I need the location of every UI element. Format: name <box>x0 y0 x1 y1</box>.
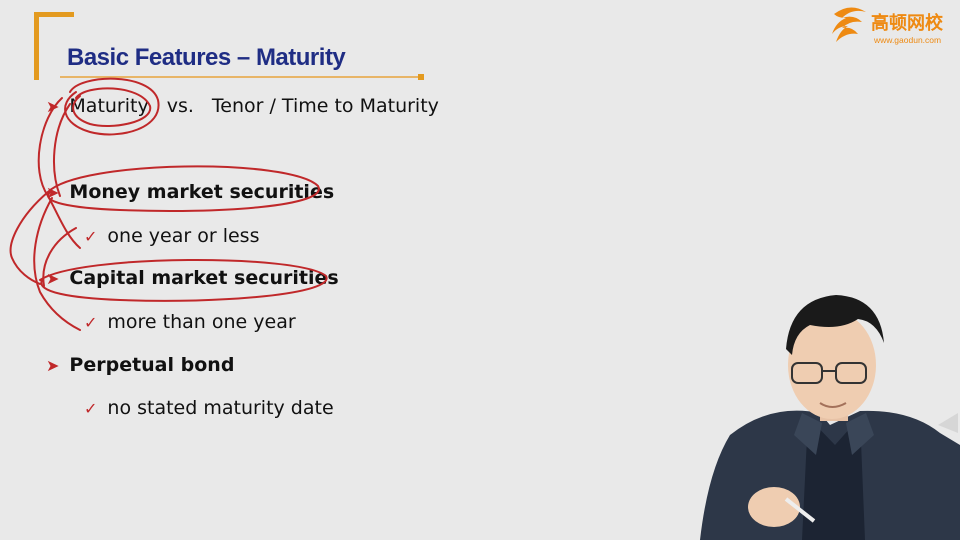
gaodun-logo: 高顿网校 www.gaodun.com <box>828 4 956 46</box>
check-bullet-icon: ✓ <box>84 312 98 332</box>
sub-bullet-more-than-one-year: ✓ more than one year <box>84 311 296 333</box>
title-corner-bracket <box>34 12 74 80</box>
bullet-text: Capital market securities <box>69 267 339 289</box>
sub-bullet-one-year-or-less: ✓ one year or less <box>84 225 259 247</box>
annotation-bracket-outer <box>37 97 81 249</box>
bullet-text: one year or less <box>107 225 260 247</box>
bullet-perpetual-bond: ➤ Perpetual bond <box>46 354 234 376</box>
annotation-circle-maturity <box>64 77 160 136</box>
annotation-bracket-left-2 <box>33 197 81 331</box>
bullet-text: Perpetual bond <box>69 354 235 376</box>
annotation-circle-maturity-inner <box>72 87 152 127</box>
annotation-bracket-left <box>9 191 49 285</box>
slide-title: Basic Features – Maturity <box>67 44 346 71</box>
logo-url: www.gaodun.com <box>874 35 942 45</box>
bullet-text: Maturity <box>69 95 149 117</box>
bullet-text: vs. <box>166 95 194 117</box>
bullet-text: Money market securities <box>69 181 335 203</box>
arrow-bullet-icon: ➤ <box>46 96 60 116</box>
check-bullet-icon: ✓ <box>84 398 98 418</box>
title-underline-dot <box>418 74 424 80</box>
annotation-link-money-capital <box>42 227 77 287</box>
annotation-oval-capital-market <box>39 259 328 302</box>
arrow-bullet-icon: ➤ <box>46 355 60 375</box>
bullet-text: Tenor / Time to Maturity <box>211 95 439 117</box>
presenter-video <box>700 295 960 540</box>
bullet-text: more than one year <box>107 311 296 333</box>
annotation-bracket-inner <box>53 103 71 197</box>
title-underline <box>60 76 422 78</box>
check-bullet-icon: ✓ <box>84 226 98 246</box>
gaodun-logo-icon <box>832 7 866 43</box>
bullet-text: no stated maturity date <box>107 397 334 419</box>
logo-chinese-name: 高顿网校 <box>871 13 943 34</box>
sub-bullet-no-stated-maturity: ✓ no stated maturity date <box>84 397 334 419</box>
bullet-maturity: ➤ Maturity vs. Tenor / Time to Maturity <box>46 95 439 117</box>
annotation-oval-money-market <box>47 165 320 212</box>
